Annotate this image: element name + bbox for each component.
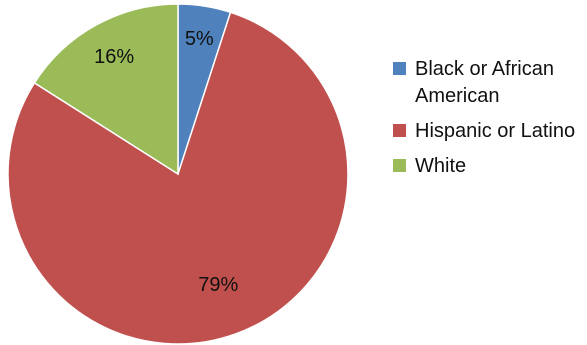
legend-swatch-black-or-african-american — [393, 62, 406, 75]
data-label-hispanic-or-latino: 79% — [198, 274, 238, 296]
legend-swatch-white — [393, 159, 406, 172]
slice-labels: 5% 79% 16% — [94, 28, 238, 296]
data-label-white: 16% — [94, 46, 134, 68]
legend-item-black-or-african-american: Black or African American — [393, 56, 587, 110]
pie-chart: 5% 79% 16% — [7, 3, 349, 345]
legend-label-white: White — [415, 155, 467, 177]
legend-label-hispanic-or-latino: Hispanic or Latino — [415, 120, 576, 142]
legend-label-black-or-african-american: Black or African American — [415, 58, 554, 107]
legend-item-hispanic-or-latino: Hispanic or Latino — [393, 118, 587, 145]
legend: Black or African American Hispanic or La… — [393, 56, 587, 188]
legend-item-white: White — [393, 153, 587, 180]
pie-slice-white — [33, 3, 179, 176]
pie-slices — [7, 3, 349, 345]
data-label-black-or-african-american: 5% — [185, 28, 214, 50]
legend-swatch-hispanic-or-latino — [393, 124, 406, 137]
pie-slice-hispanic-or-latino — [7, 11, 349, 345]
